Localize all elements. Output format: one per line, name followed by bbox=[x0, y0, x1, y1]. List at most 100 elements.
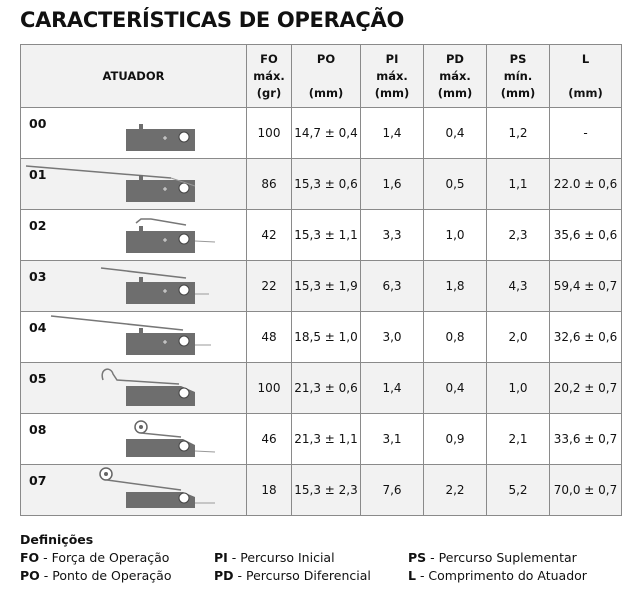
cell-fo: 48 bbox=[246, 311, 292, 363]
cell-po: 15,3 ± 2,3 bbox=[291, 464, 361, 516]
actuator-code: 03 bbox=[29, 269, 47, 284]
actuator-code: 04 bbox=[29, 320, 47, 335]
cell-l: 22.0 ± 0,6 bbox=[549, 158, 622, 210]
cell-l: 33,6 ± 0,7 bbox=[549, 413, 622, 465]
header-ps-name: PS bbox=[509, 51, 527, 66]
cell-l: 35,6 ± 0,6 bbox=[549, 209, 622, 261]
cell-po: 14,7 ± 0,4 bbox=[291, 107, 361, 159]
table-row: 03 22 15,3 ± 1,9 6,3 1,8 4,3 59,4 ± 0,7 bbox=[20, 260, 622, 312]
header-pd-name: PD bbox=[446, 51, 464, 66]
actuator-drawing bbox=[100, 267, 209, 304]
cell-po: 18,5 ± 1,0 bbox=[291, 311, 361, 363]
header-ps-qual: mín. bbox=[503, 68, 533, 83]
header-pi-qual: máx. bbox=[376, 68, 408, 83]
cell-pi: 1,4 bbox=[360, 362, 424, 414]
actuator-drawing bbox=[126, 218, 216, 253]
definition-text: - Força de Operação bbox=[39, 550, 170, 565]
cell-pi: 1,6 bbox=[360, 158, 424, 210]
cell-fo: 46 bbox=[246, 413, 292, 465]
cell-ps: 2,1 bbox=[486, 413, 550, 465]
definition-abbr: PO bbox=[20, 568, 40, 583]
definition-text: - Percurso Inicial bbox=[227, 550, 335, 565]
actuator-code: 00 bbox=[29, 116, 47, 131]
cell-fo: 86 bbox=[246, 158, 292, 210]
cell-ps: 5,2 bbox=[486, 464, 550, 516]
cell-l: 32,6 ± 0,6 bbox=[549, 311, 622, 363]
cell-pd: 0,5 bbox=[423, 158, 487, 210]
table-row: 04 48 18,5 ± 1,0 3,0 0,8 2,0 32,6 ± 0,6 bbox=[20, 311, 622, 363]
actuator-code: 02 bbox=[29, 218, 47, 233]
header-pd-unit: (mm) bbox=[437, 85, 473, 100]
header-fo-unit: (gr) bbox=[256, 85, 282, 100]
definition-abbr: L bbox=[408, 568, 416, 583]
actuator-code: 05 bbox=[29, 371, 47, 386]
header-po: PO (mm) bbox=[291, 44, 361, 108]
header-po-unit: (mm) bbox=[308, 85, 344, 100]
cell-pi: 3,0 bbox=[360, 311, 424, 363]
header-row: ATUADOR FO máx. (gr) PO (mm) PI máx. (mm… bbox=[20, 44, 622, 108]
cell-pd: 0,4 bbox=[423, 362, 487, 414]
actuator-cell: 02 bbox=[20, 209, 247, 261]
cell-po: 15,3 ± 1,9 bbox=[291, 260, 361, 312]
header-pd-qual: máx. bbox=[439, 68, 471, 83]
definition-l: L - Comprimento do Atuador bbox=[408, 568, 587, 583]
cell-pi: 3,3 bbox=[360, 209, 424, 261]
cell-pd: 1,0 bbox=[423, 209, 487, 261]
definition-abbr: PI bbox=[214, 550, 228, 565]
cell-ps: 1,0 bbox=[486, 362, 550, 414]
table-row: 02 42 15,3 ± 1,1 3,3 1,0 2,3 35,6 ± 0,6 bbox=[20, 209, 622, 261]
table-row: 00 100 14,7 ± 0,4 1,4 0,4 1,2- bbox=[20, 107, 622, 159]
header-ps: PS mín. (mm) bbox=[486, 44, 550, 108]
definition-abbr: PD bbox=[214, 568, 234, 583]
cell-ps: 2,0 bbox=[486, 311, 550, 363]
actuator-cell: 00 bbox=[20, 107, 247, 159]
actuator-code: 07 bbox=[29, 473, 47, 488]
cell-fo: 18 bbox=[246, 464, 292, 516]
cell-pd: 0,8 bbox=[423, 311, 487, 363]
definition-text: - Comprimento do Atuador bbox=[415, 568, 587, 583]
cell-fo: 42 bbox=[246, 209, 292, 261]
definition-po: PO - Ponto de Operação bbox=[20, 568, 171, 583]
definitions-title: Definições bbox=[20, 532, 94, 547]
cell-po: 15,3 ± 0,6 bbox=[291, 158, 361, 210]
cell-l: 59,4 ± 0,7 bbox=[549, 260, 622, 312]
definition-abbr: FO bbox=[20, 550, 40, 565]
definition-pd: PD - Percurso Diferencial bbox=[214, 568, 371, 583]
cell-ps: 4,3 bbox=[486, 260, 550, 312]
header-l-unit: (mm) bbox=[568, 85, 603, 100]
header-po-name: PO bbox=[316, 51, 336, 66]
cell-l: 70,0 ± 0,7 bbox=[549, 464, 622, 516]
header-fo: FO máx. (gr) bbox=[246, 44, 292, 108]
cell-po: 21,3 ± 0,6 bbox=[291, 362, 361, 414]
header-pi-name: PI bbox=[385, 51, 399, 66]
cell-l: - bbox=[549, 107, 622, 159]
actuator-cell: 04 bbox=[20, 311, 247, 363]
header-l-name: L bbox=[581, 51, 590, 66]
cell-po: 15,3 ± 1,1 bbox=[291, 209, 361, 261]
actuator-drawing bbox=[25, 165, 196, 202]
header-fo-qual: máx. bbox=[253, 68, 285, 83]
actuator-drawing bbox=[126, 420, 216, 457]
cell-pd: 1,8 bbox=[423, 260, 487, 312]
actuator-cell: 01 bbox=[20, 158, 247, 210]
cell-pi: 1,4 bbox=[360, 107, 424, 159]
actuator-cell: 07 bbox=[20, 464, 247, 516]
cell-pd: 0,9 bbox=[423, 413, 487, 465]
cell-fo: 100 bbox=[246, 107, 292, 159]
actuator-code: 08 bbox=[29, 422, 47, 437]
cell-pd: 0,4 bbox=[423, 107, 487, 159]
cell-pd: 2,2 bbox=[423, 464, 487, 516]
header-l: L (mm) bbox=[549, 44, 622, 108]
header-pi-unit: (mm) bbox=[374, 85, 410, 100]
header-ps-unit: (mm) bbox=[500, 85, 536, 100]
cell-fo: 100 bbox=[246, 362, 292, 414]
actuator-code: 01 bbox=[29, 167, 47, 182]
table-row: 01 86 15,3 ± 0,6 1,6 0,5 1,1 22.0 ± 0,6 bbox=[20, 158, 622, 210]
cell-ps: 1,1 bbox=[486, 158, 550, 210]
header-pd: PD máx. (mm) bbox=[423, 44, 487, 108]
cell-pi: 3,1 bbox=[360, 413, 424, 465]
actuator-drawing bbox=[126, 124, 195, 151]
table-row: 08 46 21,3 ± 1,1 3,1 0,9 2,1 33,6 ± 0,7 bbox=[20, 413, 622, 465]
actuator-cell: 03 bbox=[20, 260, 247, 312]
header-fo-name: FO bbox=[260, 51, 278, 66]
